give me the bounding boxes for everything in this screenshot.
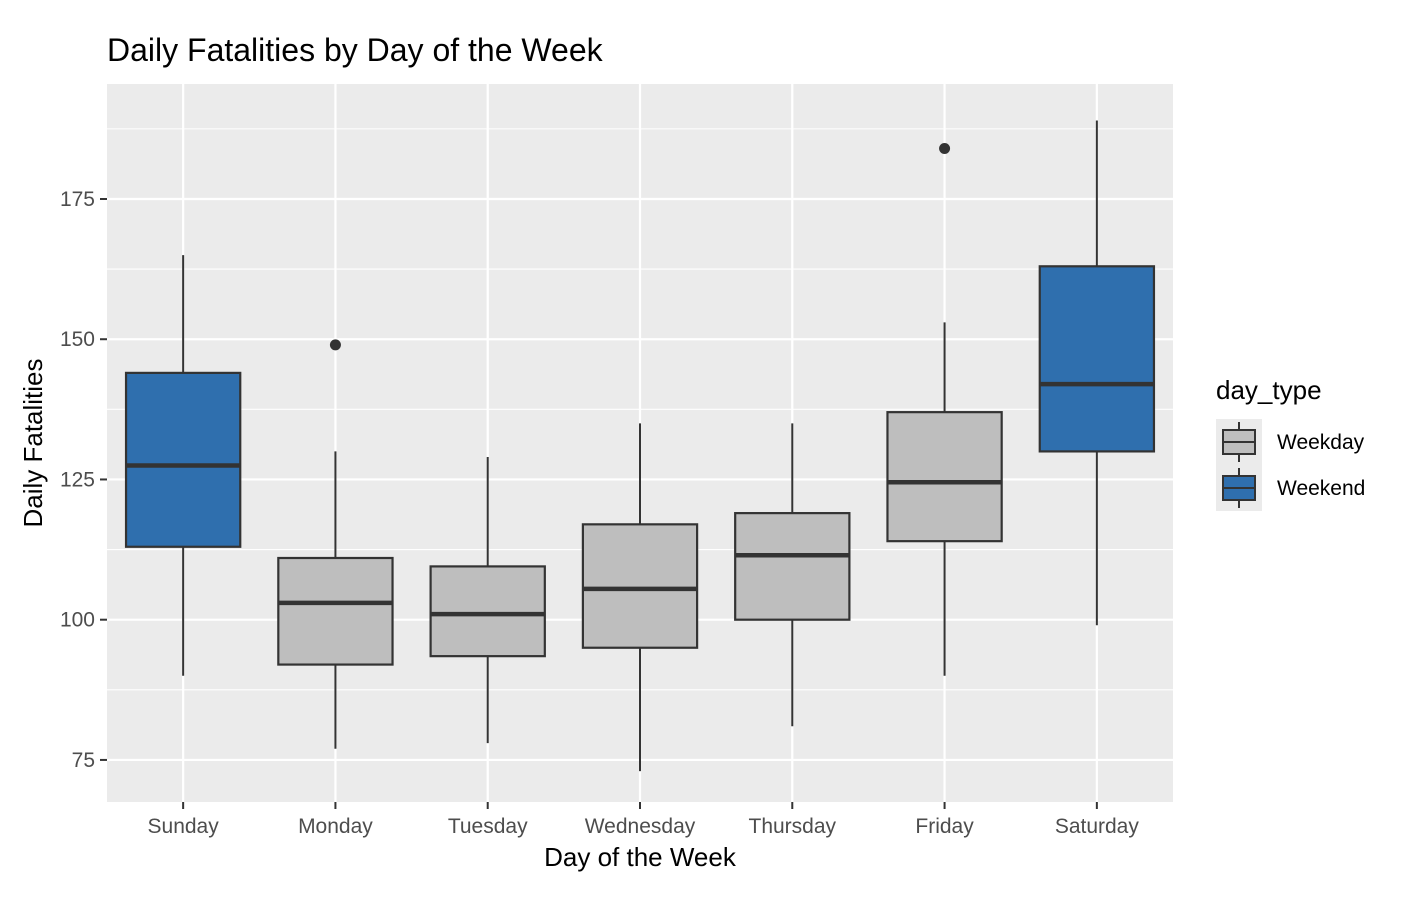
x-tick-label: Thursday: [749, 815, 837, 838]
box-iqr: [277, 556, 394, 666]
box-saturday: [1038, 120, 1156, 626]
box-monday: [277, 339, 394, 749]
box-iqr: [581, 523, 699, 649]
box-iqr: [734, 512, 851, 621]
chart-title: Daily Fatalities by Day of the Week: [107, 32, 604, 68]
x-axis-title: Day of the Week: [544, 842, 737, 872]
y-tick-label: 175: [60, 188, 95, 211]
box-friday: [886, 143, 1003, 676]
legend-entry-weekend: Weekend: [1216, 465, 1365, 511]
legend: day_type Weekday Weekend: [1216, 375, 1365, 511]
x-tick-label: Wednesday: [585, 815, 696, 838]
x-tick-label: Tuesday: [448, 815, 528, 838]
y-tick-label: 75: [72, 749, 95, 772]
box-iqr: [124, 371, 242, 548]
x-axis: Sunday Monday Tuesday Wednesday Thursday Frid…: [148, 802, 1140, 838]
legend-entry-weekday: Weekday: [1216, 419, 1365, 465]
legend-label: Weekday: [1277, 431, 1365, 454]
legend-label: Weekend: [1277, 477, 1365, 500]
y-tick-label: 150: [60, 328, 95, 351]
outlier-point: [939, 143, 951, 155]
x-tick-label: Friday: [915, 815, 974, 838]
box-tuesday: [429, 457, 546, 744]
legend-title: day_type: [1216, 375, 1322, 405]
x-tick-label: Sunday: [148, 815, 220, 838]
box-iqr: [429, 565, 546, 658]
boxes-layer: [124, 120, 1156, 772]
box-thursday: [734, 423, 851, 727]
y-axis-title: Daily Fatalities: [18, 358, 48, 527]
box-iqr: [886, 411, 1003, 543]
box-iqr: [1038, 265, 1156, 453]
box-wednesday: [581, 423, 699, 772]
legend-keys: Weekday Weekend: [1216, 419, 1365, 511]
y-tick-label: 125: [60, 468, 95, 491]
y-tick-label: 100: [60, 609, 95, 632]
y-axis: 75 100 125 150 175: [60, 188, 107, 772]
box-sunday: [124, 255, 242, 676]
outlier-point: [329, 339, 341, 351]
x-tick-label: Monday: [298, 815, 373, 838]
x-tick-label: Saturday: [1055, 815, 1140, 838]
